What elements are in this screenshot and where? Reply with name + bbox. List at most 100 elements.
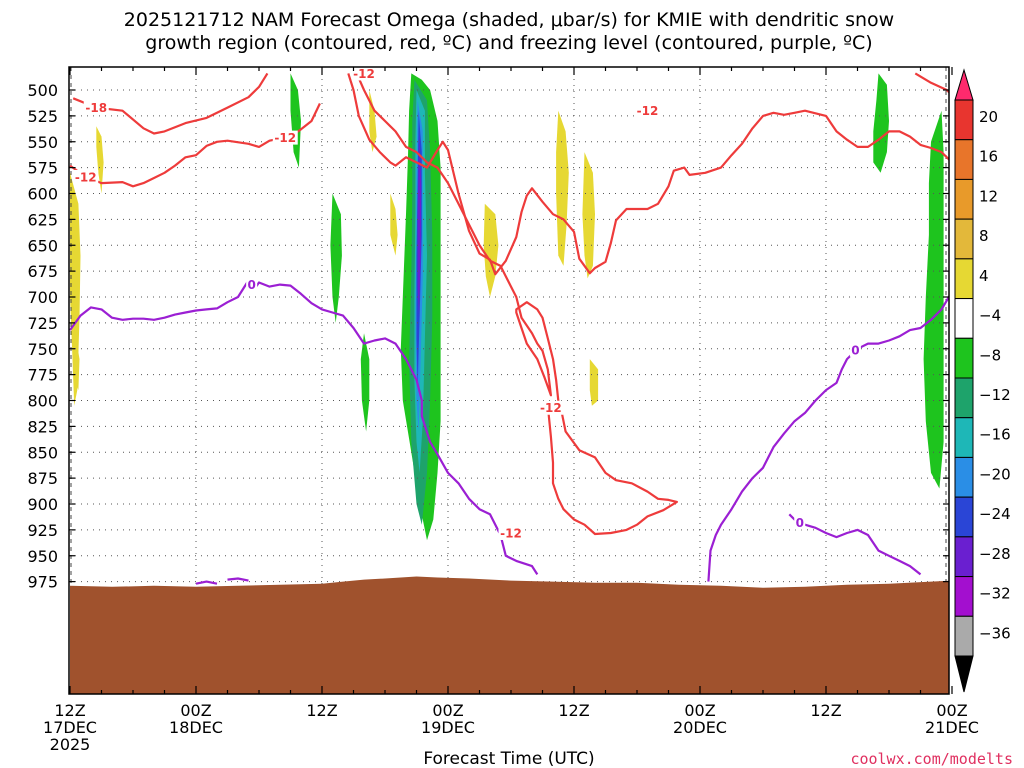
dgz-contours <box>69 72 949 536</box>
dgz-isotherm <box>355 72 678 536</box>
colorbar-label: −12 <box>979 386 1011 404</box>
colorbar-label: −36 <box>979 624 1011 642</box>
colorbar-label: 4 <box>979 267 989 285</box>
contour-label: -12 <box>500 526 522 540</box>
colorbar-segment <box>954 615 974 657</box>
contour-label: -12 <box>637 104 659 118</box>
colorbar-segment <box>954 99 974 141</box>
colorbar-label: −28 <box>979 545 1011 563</box>
freezing-contour <box>69 279 539 575</box>
omega-region <box>582 152 595 279</box>
colorbar-segment <box>954 337 974 379</box>
colorbar-segment <box>954 298 974 339</box>
dgz-isotherm <box>914 72 949 94</box>
terrain-fill <box>70 576 949 694</box>
contour-label-bg <box>498 525 524 540</box>
x-tick-label: 20DEC <box>673 718 727 737</box>
freezing-contour <box>788 513 922 576</box>
y-axis-ticks: 500 525 550 575 600 625 650 675 700 725 750 775 800 8… <box>27 81 949 592</box>
contour-label: 0 <box>247 278 255 292</box>
y-tick-label: 800 <box>27 392 58 411</box>
y-tick-label: 750 <box>27 340 58 359</box>
x-tick-label: 12Z <box>54 701 85 720</box>
colorbar-segment <box>954 456 974 498</box>
colorbar-label: −32 <box>979 585 1011 603</box>
omega-region <box>589 359 599 406</box>
y-tick-label: 550 <box>27 133 58 152</box>
colorbar-segment <box>954 576 974 617</box>
x-tick-label: 00Z <box>432 701 463 720</box>
contour-label: 0 <box>796 516 804 530</box>
y-tick-label: 900 <box>27 495 58 514</box>
x-tick-label: 21DEC <box>925 718 979 737</box>
x-tick-label: 12Z <box>306 701 337 720</box>
dgz-isotherm <box>347 73 949 276</box>
x-tick-label: 00Z <box>180 701 211 720</box>
omega-region <box>923 110 944 489</box>
omega-region <box>417 131 422 318</box>
colorbar-segment <box>954 218 974 260</box>
x-tick-label: 19DEC <box>421 718 475 737</box>
omega-region <box>556 110 569 266</box>
colorbar-segment <box>954 139 974 180</box>
colorbar-segment <box>954 536 974 578</box>
colorbar-cap-top <box>954 68 974 101</box>
omega-region <box>390 193 398 256</box>
contour-label-bg <box>351 66 377 81</box>
y-tick-label: 875 <box>27 469 58 488</box>
omega-region <box>70 172 81 406</box>
omega-region <box>873 73 889 173</box>
colorbar-label: −8 <box>979 346 1001 364</box>
y-tick-label: 825 <box>27 417 58 436</box>
contour-label: -12 <box>75 170 97 184</box>
omega-region <box>74 333 80 391</box>
contour-labels: -18 -12 -12 -12 -12 -12 -12 0 0 0 <box>73 66 861 540</box>
contour-label-bg <box>849 342 861 357</box>
y-tick-label: 525 <box>27 107 58 126</box>
contour-label-bg <box>538 400 564 415</box>
terrain-surface <box>70 576 949 694</box>
y-tick-label: 775 <box>27 366 58 385</box>
x-tick-label: 00Z <box>684 701 715 720</box>
colorbar-label: −24 <box>979 505 1011 523</box>
y-tick-label: 925 <box>27 521 58 540</box>
chart-title: 2025121712 NAM Forecast Omega (shaded, μ… <box>124 9 894 54</box>
colorbar: 20 16 12 8 4 −4 −8 −12 −16 −20 −24 −28 −32 −36 <box>954 68 1011 693</box>
contour-label: 0 <box>851 343 859 357</box>
colorbar-label: −4 <box>979 307 1001 325</box>
y-tick-label: 500 <box>27 81 58 100</box>
plot-frame <box>68 66 950 695</box>
freezing-contour <box>227 577 249 582</box>
y-tick-label: 600 <box>27 185 58 204</box>
colorbar-segment <box>954 258 974 300</box>
contour-label-bg <box>246 277 258 292</box>
colorbar-label: 20 <box>979 108 998 126</box>
x-tick-label: 18DEC <box>169 718 223 737</box>
credit-text: coolwx.com/modelts <box>850 750 1013 768</box>
contour-label-bg <box>73 169 99 184</box>
freezing-contour <box>195 580 218 585</box>
contour-label-bg <box>635 103 660 118</box>
y-tick-label: 725 <box>27 314 58 333</box>
colorbar-label: 8 <box>979 227 989 245</box>
y-tick-label: 675 <box>27 262 58 281</box>
omega-region <box>96 126 104 194</box>
x-tick-label: 17DEC <box>43 718 97 737</box>
omega-region <box>330 193 342 323</box>
contour-label: -12 <box>274 131 296 145</box>
y-tick-label: 950 <box>27 547 58 566</box>
omega-region <box>290 73 301 168</box>
omega-region <box>483 203 499 297</box>
title-line: 2025121712 NAM Forecast Omega (shaded, μ… <box>124 9 894 31</box>
colorbar-label: −20 <box>979 465 1011 483</box>
contour-label: -18 <box>85 101 107 115</box>
y-tick-label: 625 <box>27 210 58 229</box>
contour-label: -12 <box>540 401 562 415</box>
y-tick-label: 850 <box>27 443 58 462</box>
contour-label-bg <box>794 515 806 530</box>
y-tick-label: 650 <box>27 236 58 255</box>
dgz-isotherm <box>72 72 269 135</box>
colorbar-segment <box>954 178 974 220</box>
